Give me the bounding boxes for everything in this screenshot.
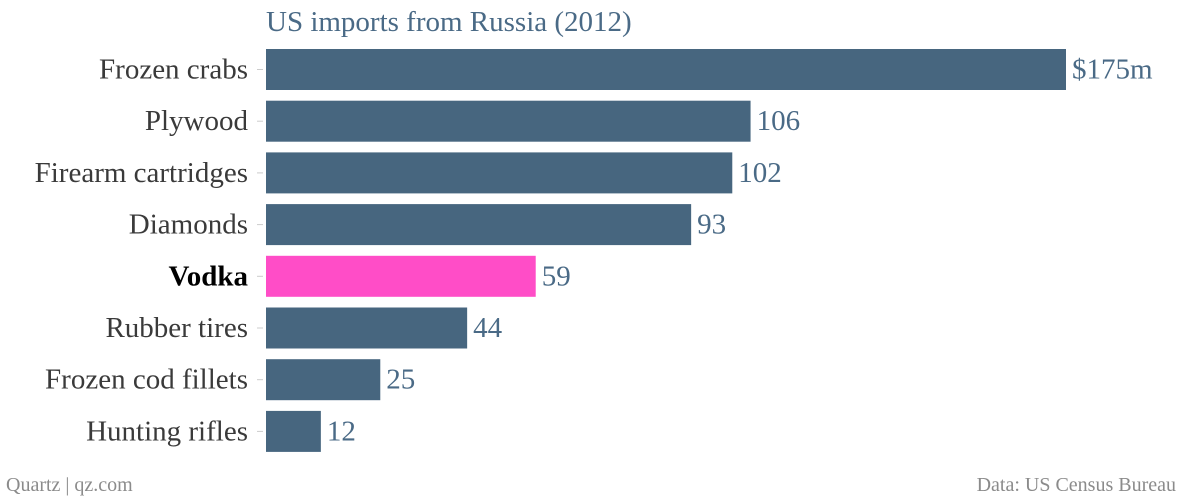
bar-hunting-rifles [266, 410, 321, 452]
value-label-firearm-cartridges: 102 [738, 157, 782, 189]
value-label-frozen-cod-fillets: 25 [386, 364, 415, 396]
bar-diamonds [266, 204, 692, 246]
bar-firearm-cartridges [266, 152, 733, 194]
footer-source: Data: US Census Bureau [976, 474, 1176, 496]
footer-credit: Quartz | qz.com [6, 474, 133, 496]
value-label-plywood: 106 [757, 105, 801, 137]
bar-plywood [266, 100, 751, 142]
bar-frozen-cod-fillets [266, 359, 381, 401]
bar-vodka [266, 255, 536, 297]
chart-title: US imports from Russia (2012) [266, 6, 632, 38]
y-axis [257, 69, 263, 432]
bar-frozen-crabs [266, 49, 1066, 90]
category-label-frozen-crabs: Frozen crabs [99, 54, 248, 86]
category-label-rubber-tires: Rubber tires [105, 312, 248, 344]
category-label-diamonds: Diamonds [129, 209, 248, 241]
category-label-hunting-rifles: Hunting rifles [86, 415, 248, 447]
value-label-hunting-rifles: 12 [327, 415, 356, 447]
value-label-frozen-crabs: $175m [1072, 54, 1153, 86]
bars [266, 49, 1066, 452]
bar-rubber-tires [266, 307, 468, 349]
labels: Frozen crabs $175m Plywood 106 Firearm cartr… [35, 54, 1153, 448]
value-label-vodka: 59 [542, 260, 571, 292]
category-label-frozen-cod-fillets: Frozen cod fillets [45, 364, 248, 396]
category-label-plywood: Plywood [145, 105, 249, 137]
value-label-diamonds: 93 [697, 209, 726, 241]
value-label-rubber-tires: 44 [473, 312, 503, 344]
bar-chart: Frozen crabs $175m Plywood 106 Firearm cartr… [35, 49, 1153, 452]
category-label-vodka: Vodka [168, 260, 248, 292]
category-label-firearm-cartridges: Firearm cartridges [35, 157, 248, 189]
